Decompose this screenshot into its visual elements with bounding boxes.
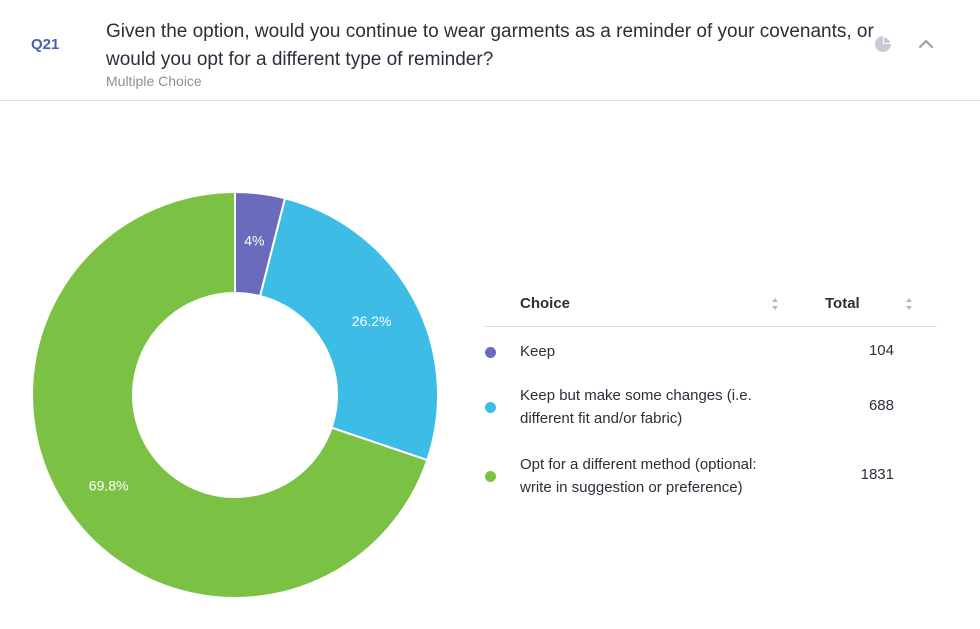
chevron-up-icon[interactable]: [918, 38, 934, 50]
column-header-total[interactable]: Total: [825, 295, 860, 312]
choice-label: Opt for a different method (optional: wr…: [520, 456, 757, 496]
choice-total: 688: [868, 397, 894, 414]
choice-total: 1831: [860, 466, 894, 483]
donut-slice[interactable]: [31, 190, 429, 599]
table-header: Choice Total: [484, 283, 937, 327]
question-text: Given the option, would you continue to …: [106, 21, 874, 70]
donut-slice[interactable]: [258, 197, 439, 462]
sort-icon[interactable]: [771, 296, 779, 312]
legend-dot-icon: [485, 471, 496, 482]
column-header-choice[interactable]: Choice: [520, 295, 571, 312]
choice-total: 104: [868, 341, 894, 359]
question-type: Multiple Choice: [106, 73, 202, 89]
legend-dot-icon: [485, 402, 496, 413]
choice-label: Keep: [520, 343, 556, 360]
question-header: Q21 Given the option, would you continue…: [0, 0, 980, 101]
sort-icon[interactable]: [905, 296, 913, 312]
pie-chart-icon[interactable]: [873, 34, 893, 54]
choice-label: Keep but make some changes (i.e. differe…: [520, 387, 752, 427]
slice-percent-label: 4%: [244, 233, 264, 249]
question-number: Q21: [31, 36, 60, 53]
legend-dot-icon: [485, 346, 496, 358]
donut-chart: 4% 26.2% 69.8%: [31, 190, 439, 599]
slice-percent-label: 69.8%: [89, 478, 129, 494]
choice-table: Choice Total Keep 104 Keep but make some c…: [484, 283, 937, 496]
slice-percent-label: 26.2%: [352, 313, 392, 329]
